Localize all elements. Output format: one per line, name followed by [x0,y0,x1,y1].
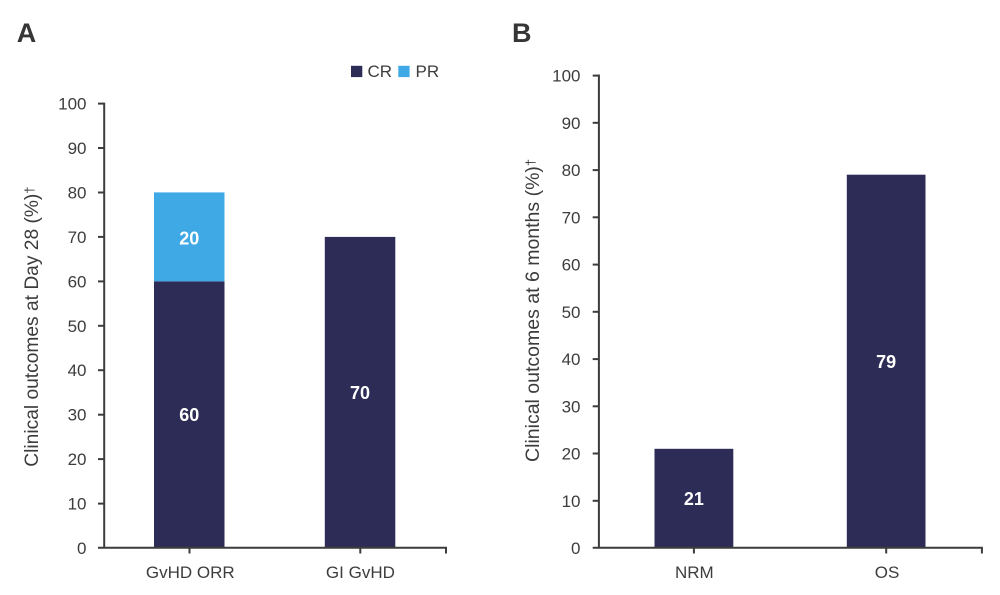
svg-text:0: 0 [77,539,86,558]
svg-text:50: 50 [68,317,87,336]
svg-text:CR: CR [368,62,393,81]
svg-text:90: 90 [68,139,87,158]
svg-text:10: 10 [562,492,581,511]
svg-text:10: 10 [68,495,87,514]
svg-text:40: 40 [68,361,87,380]
svg-text:60: 60 [179,405,199,425]
svg-text:GvHD ORR: GvHD ORR [146,563,235,582]
svg-text:Clinical outcomes at 6 months: Clinical outcomes at 6 months (%)† [522,159,544,462]
svg-text:21: 21 [684,489,704,509]
svg-text:PR: PR [416,62,440,81]
svg-text:30: 30 [562,397,581,416]
svg-text:100: 100 [552,67,580,86]
svg-text:Clinical outcomes at Day 28 (%: Clinical outcomes at Day 28 (%)† [22,186,43,466]
svg-text:GI GvHD: GI GvHD [326,563,395,582]
svg-text:20: 20 [562,445,581,464]
svg-text:80: 80 [68,183,87,202]
svg-text:40: 40 [562,350,581,369]
svg-text:70: 70 [350,383,370,403]
svg-text:NRM: NRM [675,563,714,582]
svg-text:70: 70 [562,208,581,227]
svg-text:60: 60 [562,256,581,275]
svg-text:79: 79 [876,352,896,372]
svg-text:70: 70 [68,228,87,247]
svg-text:OS: OS [875,563,900,582]
svg-text:B: B [512,18,532,48]
svg-text:20: 20 [68,450,87,469]
svg-text:50: 50 [562,303,581,322]
svg-text:90: 90 [562,114,581,133]
svg-text:60: 60 [68,272,87,291]
svg-text:100: 100 [58,95,86,114]
svg-text:80: 80 [562,161,581,180]
svg-text:A: A [17,18,37,48]
svg-text:20: 20 [179,228,199,248]
svg-text:0: 0 [571,539,580,558]
svg-text:30: 30 [68,406,87,425]
